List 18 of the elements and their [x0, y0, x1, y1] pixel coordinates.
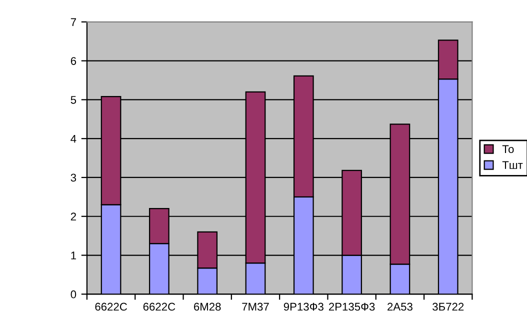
y-tick-label: 7	[70, 18, 76, 26]
legend-label: Тшт	[502, 161, 523, 169]
x-tick-label: 6622C	[95, 302, 127, 311]
y-tick-label: 2	[70, 212, 76, 220]
y-tick-label: 1	[71, 252, 76, 260]
y-tick-label: 6	[70, 57, 76, 65]
x-tick-label: 2Р135Ф3	[328, 302, 375, 311]
y-tick-label: 5	[70, 96, 76, 104]
x-tick-label: 2А53	[388, 302, 412, 311]
x-tick-label: 9Р13Ф3	[284, 302, 324, 311]
y-tick-label: 3	[70, 174, 76, 182]
x-tick-label: 7M37	[242, 302, 269, 311]
x-tick-label: 3Б722	[432, 302, 464, 311]
y-tick-label: 0	[70, 290, 76, 298]
y-tick-label: 4	[70, 134, 76, 143]
x-tick-label: 6622C	[143, 302, 176, 311]
x-tick-label: 6M28	[194, 302, 221, 311]
legend-label: То	[502, 145, 514, 154]
